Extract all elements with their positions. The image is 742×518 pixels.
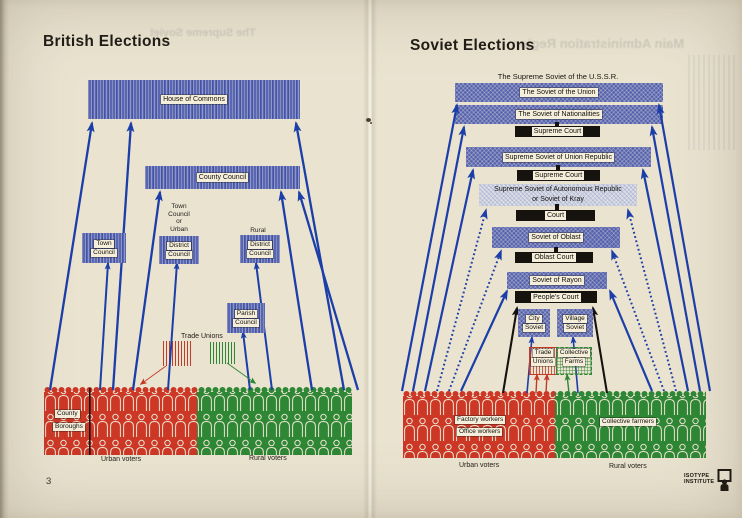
- peoples-court-bar: People's Court: [515, 291, 597, 303]
- house-of-commons-bar: House of Commons: [88, 80, 300, 119]
- rural-district-label: Council: [247, 249, 273, 258]
- supreme-soviet-header: The Supreme Soviet of the U.S.S.R.: [497, 72, 619, 81]
- union-republic-bar: Supreme Soviet of Union Republic: [466, 147, 651, 167]
- trade-union-green-connector: [226, 362, 257, 384]
- collective-farms-label: Collective: [557, 349, 591, 357]
- parish-council-label: Council: [233, 318, 259, 327]
- court-bar: Court: [516, 210, 595, 221]
- supreme-court-republic-bar: Supreme Court: [517, 170, 600, 181]
- town-council-label: Council: [91, 248, 117, 257]
- city-soviet-label: Soviet: [522, 323, 546, 332]
- county-boroughs-label: Boroughs: [53, 423, 85, 431]
- autonomous-republic-label: Supreme Soviet of Autonomous Republic: [494, 186, 622, 193]
- county-council-label: County Council: [196, 173, 249, 182]
- bleed-through-block: [688, 55, 738, 150]
- trade-unions-red-swatch: [163, 341, 193, 366]
- connector-tick: [554, 247, 558, 253]
- autonomous-republic-bar: Supreme Soviet of Autonomous Republic or…: [479, 184, 637, 206]
- soviet-of-rayon-bar: Soviet of Rayon: [507, 272, 607, 289]
- collective-farms-box: Collective Farms: [556, 347, 592, 375]
- urban-district-label: Council: [166, 250, 192, 259]
- connector-tick: [556, 165, 560, 171]
- court-label: Court: [544, 211, 567, 220]
- county-boroughs-divider: [89, 388, 91, 455]
- soviet-dotted-arrows: [436, 208, 677, 392]
- collective-farms-label: Farms: [562, 358, 586, 366]
- collective-farmers-label: Collective farmers: [600, 418, 657, 426]
- village-soviet-label: Village: [563, 314, 587, 323]
- scan-speck: [366, 118, 371, 122]
- town-council-box: Town Council: [82, 233, 126, 263]
- county-council-bar: County Council: [145, 166, 300, 189]
- trade-unions-label: Trade: [532, 349, 554, 357]
- urban-district-box: District Council: [159, 236, 199, 264]
- left-urban-voters-label: Urban voters: [101, 456, 142, 463]
- soviet-of-union-label: The Soviet of the Union: [520, 88, 598, 97]
- supreme-court-ussr-label: Supreme Court: [531, 127, 584, 136]
- collective-farm-arrow: [564, 373, 571, 394]
- isotype-figure-icon: [717, 469, 732, 491]
- logo-text: INSTITUTE: [684, 479, 715, 485]
- page-number: 3: [46, 476, 52, 487]
- right-rural-voters-label: Rural voters: [609, 463, 647, 470]
- right-voter-crowd: [403, 389, 706, 458]
- right-urban-voters-label: Urban voters: [459, 462, 500, 469]
- oblast-court-label: Oblast Court: [532, 253, 576, 262]
- soviet-of-nationalities-bar: The Soviet of Nationalities: [455, 105, 663, 124]
- town-council-label: Town: [94, 239, 114, 248]
- british-election-arrows: [48, 121, 360, 391]
- village-soviet-label: Soviet: [563, 323, 587, 332]
- city-soviet-label: City: [526, 314, 542, 323]
- supreme-court-ussr-bar: Supreme Court: [515, 126, 600, 137]
- peoples-court-label: People's Court: [531, 292, 581, 302]
- office-workers-label: Office workers: [457, 428, 503, 436]
- parish-council-box: Parish Council: [227, 303, 265, 333]
- left-rural-voters-label: Rural voters: [249, 455, 287, 462]
- trade-unions-label: Unions: [530, 358, 556, 366]
- house-of-commons-label: House of Commons: [161, 95, 227, 104]
- connector-tick: [555, 204, 559, 211]
- soviet-of-union-bar: The Soviet of the Union: [455, 83, 663, 102]
- trade-unions-box: Trade Unions: [529, 347, 557, 375]
- peoples-court-arrows: [501, 306, 609, 394]
- rural-district-label: District: [248, 240, 272, 249]
- autonomous-republic-label: or Soviet of Kray: [532, 196, 584, 203]
- soviet-solid-arrows: [400, 103, 712, 392]
- supreme-court-republic-label: Supreme Court: [532, 171, 585, 180]
- rural-district-box: District Council: [240, 235, 280, 263]
- isotype-institute-logo: ISOTYPE INSTITUTE: [684, 469, 733, 491]
- page-gutter: [363, 0, 377, 518]
- urban-district-pretext: Town Council or Urban: [168, 203, 190, 233]
- rural-district-pretext: Rural: [250, 227, 266, 234]
- city-soviet-box: City Soviet: [518, 309, 550, 337]
- scan-speck: [370, 122, 372, 124]
- right-page-title: Soviet Elections: [410, 37, 535, 54]
- connector-tick: [555, 122, 559, 127]
- soviet-of-oblast-label: Soviet of Oblast: [529, 233, 583, 242]
- village-soviet-box: Village Soviet: [557, 309, 593, 337]
- soviet-of-oblast-bar: Soviet of Oblast: [492, 227, 620, 248]
- parish-council-label: Parish: [234, 309, 258, 318]
- oblast-court-bar: Oblast Court: [515, 252, 593, 263]
- left-page-title: British Elections: [43, 33, 171, 50]
- page-left-edge: [0, 0, 9, 518]
- factory-workers-label: Factory workers: [455, 416, 506, 424]
- soviet-of-nationalities-label: The Soviet of Nationalities: [516, 110, 602, 119]
- trade-unions-label: Trade Unions: [181, 333, 223, 340]
- union-republic-label: Supreme Soviet of Union Republic: [502, 152, 614, 162]
- trade-union-arrows: [533, 373, 550, 394]
- trade-union-red-connector: [139, 365, 167, 385]
- logo-text: ISOTYPE: [684, 473, 710, 480]
- trade-unions-green-swatch: [210, 342, 237, 364]
- urban-district-label: District: [167, 241, 191, 250]
- county-boroughs-label: County: [55, 410, 80, 418]
- soviet-of-rayon-label: Soviet of Rayon: [530, 276, 584, 285]
